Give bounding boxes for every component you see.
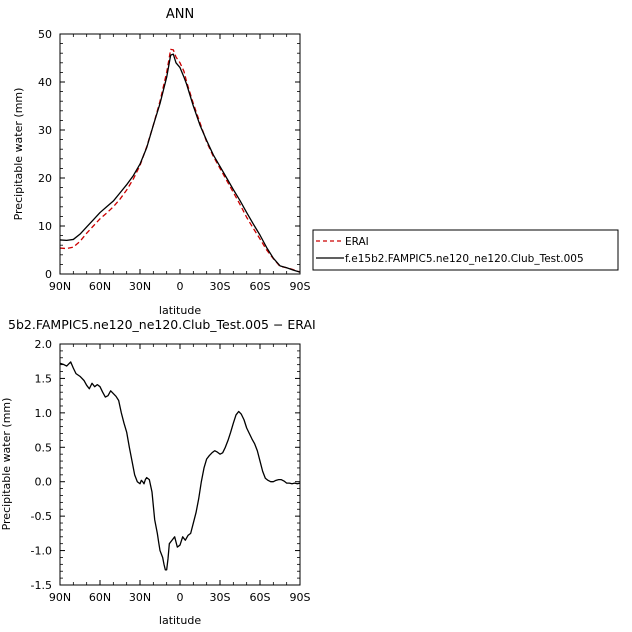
bottom-y-axis-label: Precipitable water (mm) <box>0 398 13 531</box>
top-x-axis-label: latitude <box>159 304 201 317</box>
top-x-tick-label: 60N <box>89 280 111 293</box>
bottom-y-tick-label: 0.0 <box>35 476 53 489</box>
bottom-y-tick-label: -1.0 <box>31 545 52 558</box>
bottom-x-tick-label: 30N <box>129 591 151 604</box>
bottom-x-tick-label: 90S <box>290 591 311 604</box>
bottom-chart-title: 5b2.FAMPIC5.ne120_ne120.Club_Test.005 − … <box>8 317 316 332</box>
top-chart-title: ANN <box>166 7 194 22</box>
top-x-tick-label: 0 <box>177 280 184 293</box>
bottom-chart: 5b2.FAMPIC5.ne120_ne120.Club_Test.005 − … <box>0 317 316 627</box>
top-series-line-b <box>59 53 301 273</box>
bottom-series-line-a <box>59 361 301 571</box>
bottom-x-tick-label: 60N <box>89 591 111 604</box>
top-y-tick-label: 20 <box>38 172 52 185</box>
top-y-tick-label: 50 <box>38 28 52 41</box>
top-x-tick-label: 90N <box>49 280 71 293</box>
top-plot-area: 90N 60N 30N 0 30S 60S 90S 0 10 20 30 40 50 <box>38 28 311 293</box>
bottom-y-tick-label: 0.5 <box>35 441 53 454</box>
bottom-x-tick-label: 0 <box>177 591 184 604</box>
top-y-tick-label: 40 <box>38 76 52 89</box>
top-x-tick-label: 90S <box>290 280 311 293</box>
bottom-y-tick-label: -0.5 <box>31 510 52 523</box>
top-y-tick-label: 30 <box>38 124 52 137</box>
bottom-y-tick-label: 1.5 <box>35 372 53 385</box>
top-y-axis-label: Precipitable water (mm) <box>12 88 25 221</box>
bottom-x-tick-label: 30S <box>210 591 231 604</box>
top-plot-frame <box>59 33 301 275</box>
legend-box <box>312 229 619 271</box>
bottom-plot-area: 90N 60N 30N 0 30S 60S 90S -1.5 -1.0 -0.5 0.0 0.5 1.0… <box>31 338 311 604</box>
top-x-tick-label: 30S <box>210 280 231 293</box>
bottom-x-axis-label: latitude <box>159 614 201 627</box>
bottom-y-tick-label: 1.0 <box>35 407 53 420</box>
bottom-x-tick-label: 90N <box>49 591 71 604</box>
top-y-tick-label: 0 <box>45 268 52 281</box>
bottom-x-tick-label: 60S <box>250 591 271 604</box>
legend-erai-label: ERAI <box>345 236 369 248</box>
legend-model-label: f.e15b2.FAMPIC5.ne120_ne120.Club_Test.00… <box>345 253 584 265</box>
top-chart: ANN 90N 60N 30N 0 30S 60S 90S 0 10 20 30 40 50 Preci… <box>12 7 619 317</box>
top-legend: ERAI f.e15b2.FAMPIC5.ne120_ne120.Club_Te… <box>312 229 619 271</box>
bottom-plot-frame <box>59 343 301 586</box>
top-x-tick-label: 30N <box>129 280 151 293</box>
top-series-line-a-erai <box>59 48 301 273</box>
bottom-y-tick-label: -1.5 <box>31 579 52 592</box>
top-y-tick-label: 10 <box>38 220 52 233</box>
bottom-y-tick-label: 2.0 <box>35 338 53 351</box>
top-x-tick-label: 60S <box>250 280 271 293</box>
